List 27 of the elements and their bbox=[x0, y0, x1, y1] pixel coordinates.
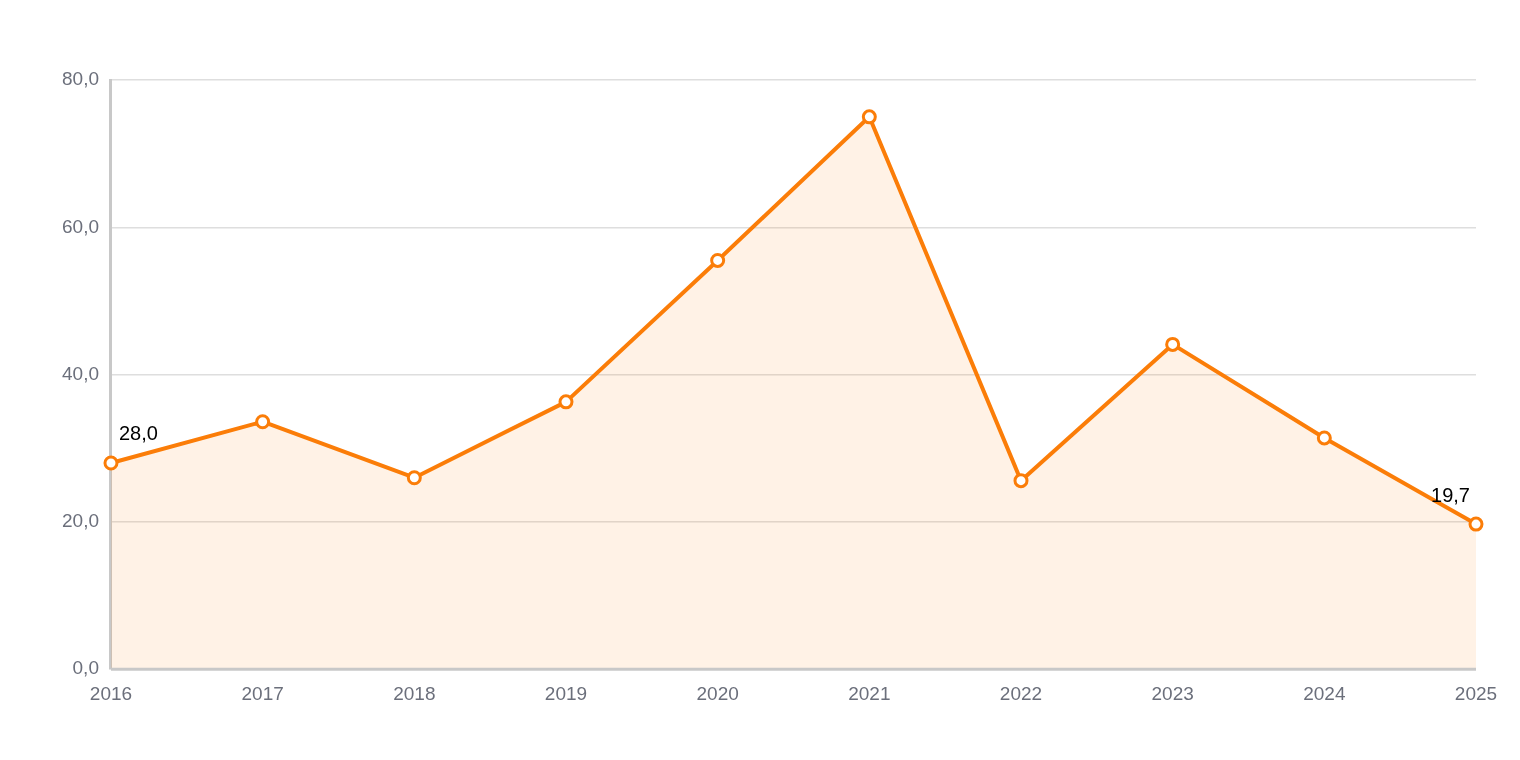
point bbox=[406, 470, 422, 486]
x-tick-label: 2020 bbox=[696, 682, 739, 704]
data-label: 19,7 bbox=[1431, 483, 1470, 506]
point bbox=[710, 252, 726, 268]
point bbox=[1165, 336, 1181, 352]
y-tick-label: 0,0 bbox=[72, 657, 99, 679]
y-tick-label: 60,0 bbox=[62, 215, 99, 237]
y-tick-label: 40,0 bbox=[62, 362, 99, 384]
data-label: 28,0 bbox=[118, 422, 158, 445]
x-tick-label: 2017 bbox=[241, 682, 284, 704]
x-tick-label: 2016 bbox=[89, 682, 133, 704]
x-tick-label: 2019 bbox=[544, 682, 588, 704]
x-tick-label: 2018 bbox=[393, 682, 436, 704]
point bbox=[103, 455, 119, 471]
point bbox=[1013, 473, 1029, 489]
point bbox=[255, 414, 271, 430]
y-tick-label: 80,0 bbox=[62, 68, 99, 90]
x-tick-label: 2024 bbox=[1303, 682, 1346, 704]
y-tick-label: 20,0 bbox=[62, 510, 99, 532]
point bbox=[558, 394, 574, 410]
x-tick-label: 2025 bbox=[1454, 682, 1498, 704]
x-tick-label: 2023 bbox=[1151, 682, 1194, 704]
x-tick-label: 2022 bbox=[999, 682, 1043, 704]
point bbox=[1468, 516, 1484, 532]
x-tick-label: 2021 bbox=[848, 682, 891, 704]
point bbox=[1316, 430, 1332, 446]
point bbox=[861, 109, 877, 125]
